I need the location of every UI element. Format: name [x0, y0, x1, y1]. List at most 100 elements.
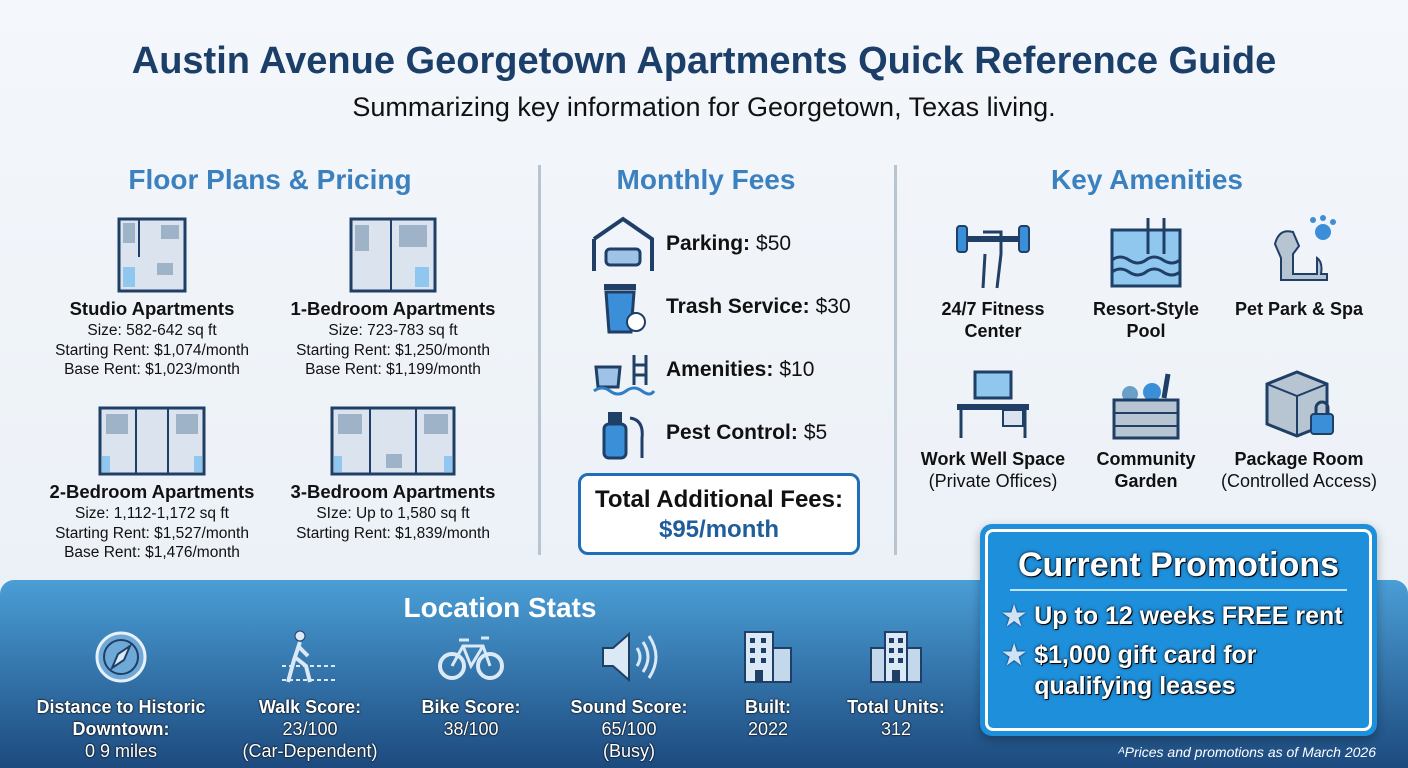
- amenity-label: Pool: [1126, 321, 1166, 341]
- plan-starting-rent: Starting Rent: $1,250/month: [296, 341, 490, 359]
- amenity-label: Package Room: [1234, 449, 1364, 469]
- 1br-floorplan-icon: [349, 217, 437, 293]
- stat-value: 38/100: [443, 719, 499, 739]
- stat-units: Total Units: 312: [806, 630, 986, 740]
- promotion-item: ★ Up to 12 weeks FREE rent: [1002, 601, 1355, 632]
- total-fees-value: $95/month: [658, 516, 780, 543]
- stat-label: Bike Score:: [421, 697, 521, 717]
- amenity-pet: Pet Park & Spa: [1214, 214, 1384, 320]
- plan-name: 2-Bedroom Apartments: [49, 481, 255, 502]
- fee-value: $5: [803, 421, 828, 444]
- stat-value: 2022: [747, 719, 789, 739]
- speaker-icon: [602, 631, 658, 683]
- plan-base-rent: Base Rent: $1,476/month: [64, 544, 240, 561]
- amenity-label: Pet Park & Spa: [1234, 299, 1364, 319]
- garden-icon: [1112, 373, 1180, 440]
- total-fees-label: Total Additional Fees:: [594, 486, 843, 513]
- fee-label: Trash Service:: [666, 295, 810, 318]
- compass-icon: [95, 631, 147, 683]
- studio-floorplan-icon: [117, 217, 187, 293]
- plan-name: 1-Bedroom Apartments: [290, 298, 496, 319]
- amenity-label: Community: [1096, 449, 1196, 469]
- plan-size: Size: 723-783 sq ft: [328, 322, 458, 339]
- fee-label: Parking:: [666, 232, 751, 255]
- plan-2br: 2-Bedroom Apartments Size: 1,112-1,172 s…: [32, 406, 272, 563]
- promotion-text: $1,000 gift card for qualifying leases: [1034, 641, 1257, 700]
- star-icon: ★: [1002, 640, 1027, 670]
- stat-label: Walk Score:: [258, 697, 362, 717]
- amenity-label: Resort-Style: [1092, 299, 1200, 319]
- amenity-fitness: 24/7 Fitness Center: [908, 214, 1078, 342]
- plan-size: Size: 1,112-1,172 sq ft: [75, 505, 229, 522]
- fee-trash: Trash Service: $30: [590, 277, 851, 337]
- amenity-package: Package Room (Controlled Access): [1214, 370, 1384, 492]
- amenity-sublabel: (Private Offices): [928, 471, 1058, 491]
- page-title: Austin Avenue Georgetown Apartments Quic…: [131, 40, 1277, 82]
- fee-parking: Parking: $50: [590, 214, 791, 274]
- fees-heading: Monthly Fees: [616, 164, 796, 195]
- amenity-label: Work Well Space: [920, 449, 1066, 469]
- dumbbell-icon: [956, 225, 1030, 289]
- plan-base-rent: Base Rent: $1,023/month: [64, 361, 240, 378]
- plan-base-rent: Base Rent: $1,199/month: [305, 361, 481, 378]
- stat-sound: Sound Score: 65/100 (Busy): [539, 630, 719, 762]
- plan-starting-rent: Starting Rent: $1,839/month: [296, 524, 490, 542]
- stat-value: 312: [880, 719, 912, 739]
- walking-icon: [282, 630, 338, 683]
- page-subtitle: Summarizing key information for Georgeto…: [352, 92, 1056, 122]
- amenity-label: 24/7 Fitness: [941, 299, 1045, 319]
- promotion-text: Up to 12 weeks FREE rent: [1034, 602, 1343, 630]
- plan-studio: Studio Apartments Size: 582-642 sq ft St…: [32, 217, 272, 380]
- bicycle-icon: [438, 636, 504, 680]
- plan-3br: 3-Bedroom Apartments SIze: Up to 1,580 s…: [273, 406, 513, 543]
- promotions-heading: Current Promotions: [1010, 546, 1347, 591]
- amenity-workspace: Work Well Space (Private Offices): [908, 370, 1078, 492]
- divider: [894, 165, 897, 555]
- package-lock-icon: [1265, 370, 1334, 438]
- 3br-floorplan-icon: [330, 406, 456, 476]
- stat-value: 23/100: [282, 719, 338, 739]
- fee-value: $10: [779, 358, 815, 381]
- plan-1br: 1-Bedroom Apartments Size: 723-783 sq ft…: [273, 217, 513, 380]
- floor-plans-heading: Floor Plans & Pricing: [128, 164, 412, 195]
- amenity-label: Center: [964, 321, 1022, 341]
- amenity-label: Garden: [1114, 471, 1178, 491]
- buildings-icon: [870, 631, 922, 683]
- fee-value: $30: [815, 295, 851, 318]
- stat-label: Sound Score:: [570, 697, 688, 717]
- fee-value: $50: [756, 232, 792, 255]
- promotion-item: ★ $1,000 gift card for qualifying leases: [1002, 640, 1355, 702]
- stat-walk: Walk Score: 23/100 (Car-Dependent): [220, 630, 400, 762]
- fee-label: Amenities:: [666, 358, 774, 381]
- star-icon: ★: [1002, 601, 1027, 631]
- plan-size: Size: 582-642 sq ft: [87, 322, 217, 339]
- amenities-heading: Key Amenities: [1051, 164, 1243, 195]
- fee-pest: Pest Control: $5: [590, 403, 827, 463]
- dog-paw-icon: [1273, 215, 1336, 281]
- stat-label: Total Units:: [847, 697, 945, 717]
- stat-built: Built: 2022: [678, 630, 858, 740]
- pool-icon: [1110, 218, 1182, 288]
- stat-label: Built:: [745, 697, 791, 717]
- plan-starting-rent: Starting Rent: $1,527/month: [55, 524, 249, 542]
- pool-bag-icon: [593, 355, 656, 396]
- fee-amenities: Amenities: $10: [590, 340, 814, 400]
- spray-bottle-icon: [602, 412, 644, 460]
- location-stats-heading: Location Stats: [403, 592, 597, 623]
- stat-distance: Distance to Historic Downtown: 0 9 miles: [31, 630, 211, 762]
- amenity-garden: Community Garden: [1061, 370, 1231, 492]
- stat-value: (Busy): [602, 741, 655, 761]
- plan-starting-rent: Starting Rent: $1,074/month: [55, 341, 249, 359]
- plan-name: 3-Bedroom Apartments: [290, 481, 496, 502]
- divider: [538, 165, 541, 555]
- plan-size: SIze: Up to 1,580 sq ft: [316, 505, 470, 522]
- desk-computer-icon: [957, 370, 1029, 438]
- stat-value: 0 9 miles: [84, 741, 158, 761]
- building-icon: [744, 631, 792, 683]
- plan-name: Studio Apartments: [69, 298, 235, 319]
- stat-bike: Bike Score: 38/100: [381, 630, 561, 740]
- total-fees-box: Total Additional Fees: $95/month: [578, 473, 860, 555]
- garage-car-icon: [592, 216, 654, 271]
- fee-label: Pest Control:: [666, 421, 798, 444]
- trash-can-icon: [604, 284, 646, 334]
